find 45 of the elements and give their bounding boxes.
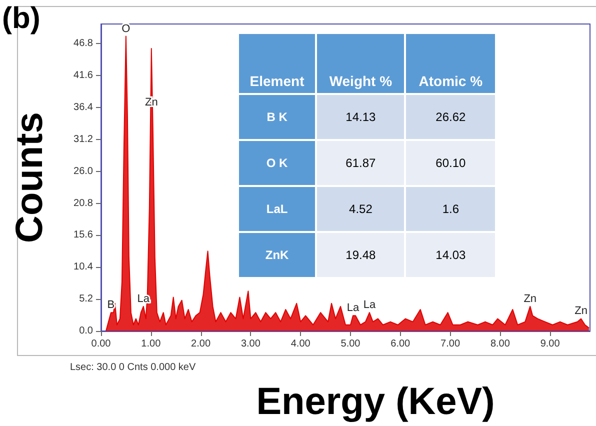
text: 14.03 bbox=[436, 248, 466, 262]
y-tick-label: 15.6 bbox=[74, 230, 94, 241]
text: 19.48 bbox=[346, 248, 376, 262]
y-tick-label: 10.4 bbox=[74, 262, 94, 273]
y-tick-label: 20.8 bbox=[74, 198, 94, 209]
category-label: Weight % bbox=[317, 34, 404, 93]
x-axis-title: Energy (KeV) bbox=[256, 381, 495, 423]
text: 14.13 bbox=[346, 110, 376, 124]
category-label: ZnK bbox=[265, 248, 289, 262]
y-tick-label: 5.2 bbox=[79, 294, 94, 305]
x-tick-label: 6.00 bbox=[390, 338, 411, 350]
annotation: O bbox=[122, 22, 131, 35]
y-axis-title: Counts bbox=[9, 112, 51, 243]
y-tick-label: 26.0 bbox=[74, 166, 94, 177]
x-tick-label: 0.00 bbox=[91, 338, 112, 350]
text: 26.62 bbox=[436, 110, 466, 124]
y-tick-label: 0.0 bbox=[79, 326, 94, 336]
text: 1.6 bbox=[442, 202, 459, 216]
x-tick-label: 1.00 bbox=[141, 338, 162, 350]
text: Lsec: 30.0 0 Cnts 0.000 keV bbox=[70, 362, 196, 373]
text: 61.87 bbox=[346, 156, 376, 170]
x-tick-label: 4.00 bbox=[290, 338, 311, 350]
x-tick-label: 9.00 bbox=[540, 338, 560, 350]
annotation: Zn bbox=[524, 292, 537, 305]
y-tick-label: 41.6 bbox=[74, 70, 94, 82]
text: 4.52 bbox=[349, 202, 372, 216]
annotation: B bbox=[107, 299, 115, 312]
x-tick-label: 7.00 bbox=[440, 338, 460, 350]
text: (b) bbox=[2, 2, 40, 36]
x-tick-label: 8.00 bbox=[490, 338, 510, 350]
annotation: La bbox=[363, 299, 376, 312]
text: 60.10 bbox=[436, 156, 466, 170]
category-label: Atomic % bbox=[406, 34, 495, 93]
x-tick-label: 5.00 bbox=[340, 338, 361, 350]
y-tick-label: 36.4 bbox=[74, 102, 94, 114]
y-tick-label: 46.8 bbox=[74, 38, 94, 50]
x-tick-label: 3.00 bbox=[240, 338, 261, 350]
category-label: LaL bbox=[266, 202, 288, 216]
annotation: La bbox=[346, 302, 360, 314]
y-tick-label: 31.2 bbox=[74, 134, 94, 145]
annotation: Zn bbox=[574, 305, 588, 318]
x-tick-label: 2.00 bbox=[191, 338, 211, 350]
category-label: Element bbox=[239, 34, 316, 93]
category-label: B K bbox=[266, 110, 288, 124]
category-label: O K bbox=[266, 156, 288, 170]
